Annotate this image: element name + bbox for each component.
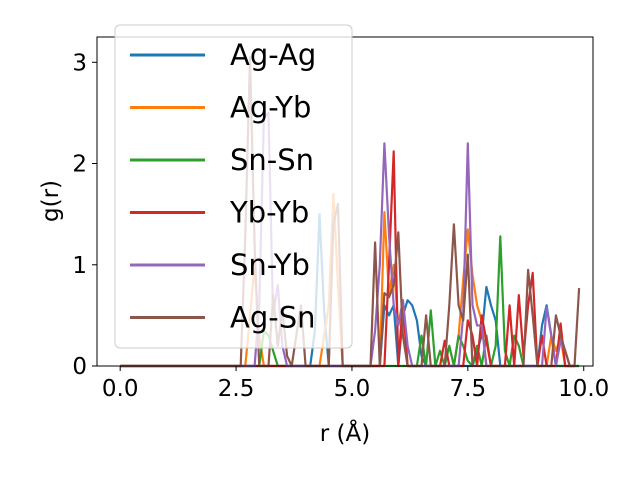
y-axis-label: g(r)	[38, 180, 64, 222]
x-tick-label: 10.0	[558, 376, 609, 402]
x-tick-label: 0.0	[102, 376, 139, 402]
x-tick-label: 7.5	[450, 376, 487, 402]
legend-label-sn-yb: Sn-Yb	[230, 248, 310, 282]
legend-label-ag-sn: Ag-Sn	[230, 301, 316, 335]
y-axis-ticks: 0 1 2 3	[72, 50, 97, 380]
legend-items: Ag-Ag Ag-Yb Sn-Sn Yb-Yb Sn-Yb Ag-Sn	[130, 38, 316, 335]
legend: Ag-Ag Ag-Yb Sn-Sn Yb-Yb Sn-Yb Ag-Sn	[114, 24, 353, 349]
legend-label-ag-yb: Ag-Yb	[230, 91, 311, 125]
x-axis-ticks: 0.0 2.5 5.0 7.5 10.0	[102, 366, 609, 402]
y-tick-label: 0	[72, 354, 87, 380]
y-tick-label: 2	[72, 152, 87, 178]
legend-label-yb-yb: Yb-Yb	[229, 196, 309, 230]
legend-label-ag-ag: Ag-Ag	[230, 38, 316, 72]
legend-frame	[114, 24, 353, 349]
y-tick-label: 3	[72, 50, 87, 76]
x-tick-label: 2.5	[218, 376, 255, 402]
x-tick-label: 5.0	[334, 376, 371, 402]
x-axis-label: r (Å)	[320, 419, 370, 447]
y-tick-label: 1	[72, 253, 87, 279]
legend-label-sn-sn: Sn-Sn	[230, 143, 314, 177]
